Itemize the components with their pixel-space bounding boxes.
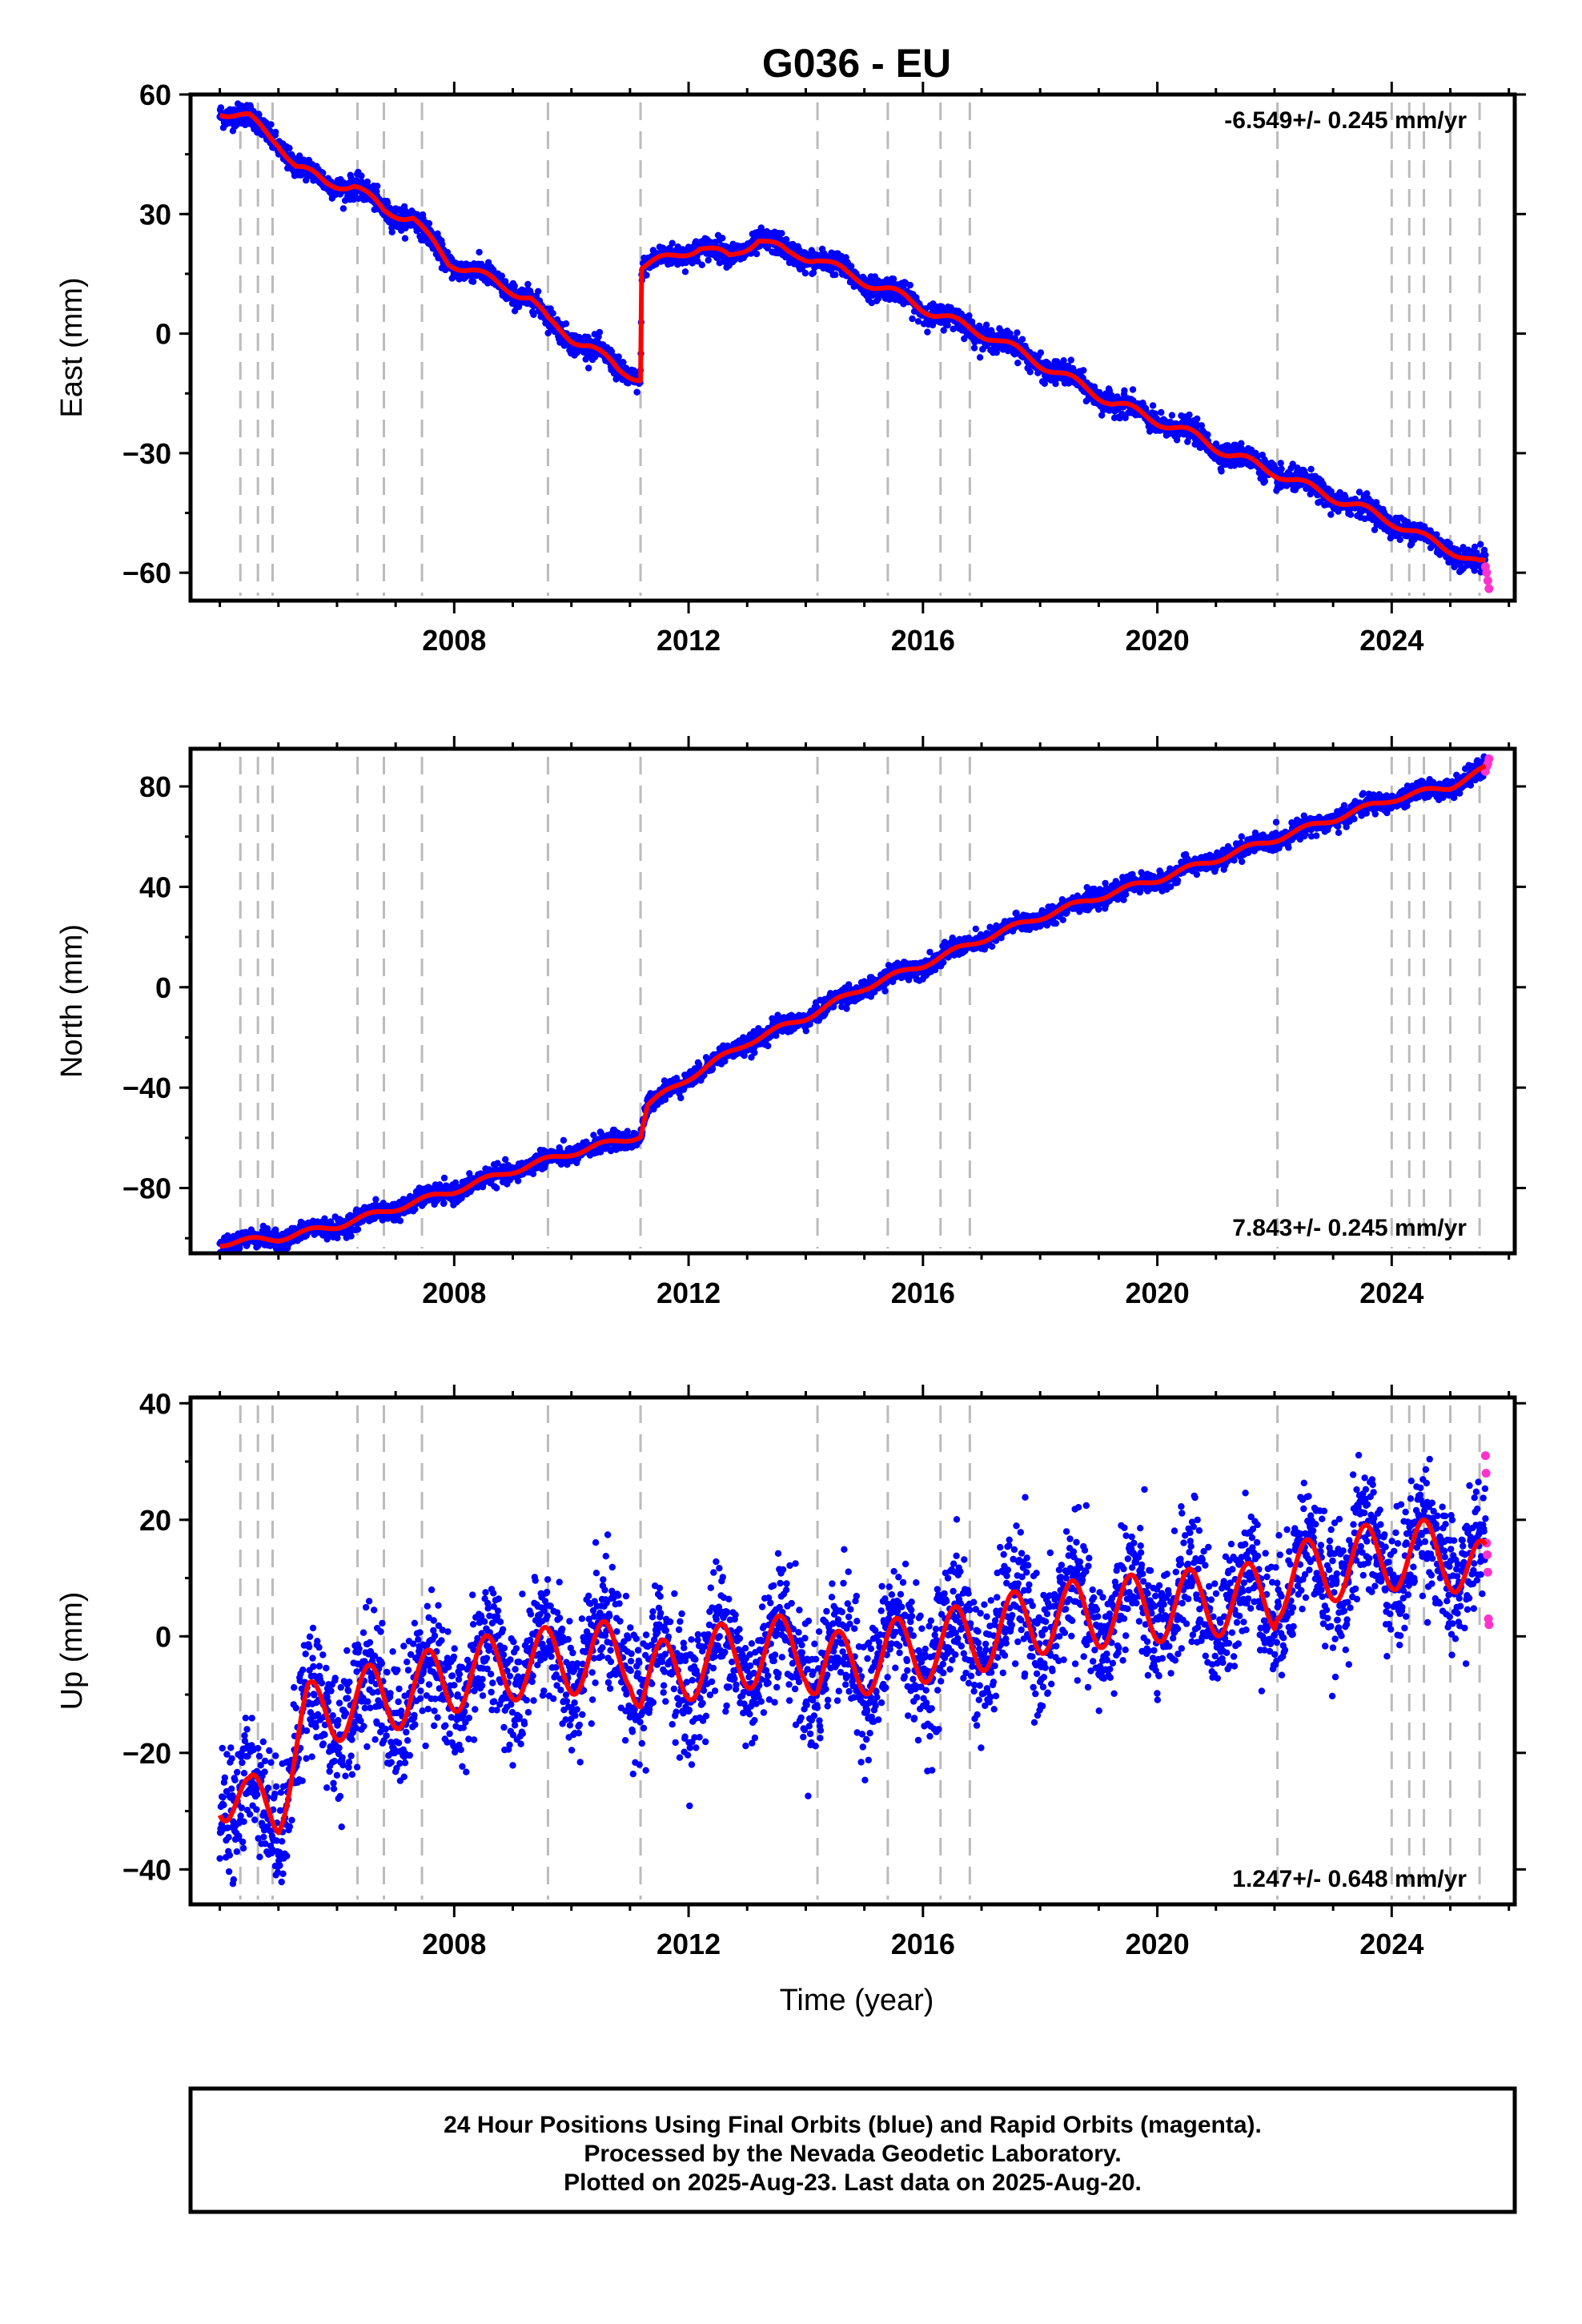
north-model-line [218, 763, 1488, 1248]
east-x-tick-label: 2020 [1126, 624, 1190, 657]
caption-line-2: Processed by the Nevada Geodetic Laborat… [584, 2141, 1121, 2167]
north-y-tick-label: 80 [139, 770, 171, 803]
north-x-tick-label: 2016 [891, 1277, 955, 1309]
east-y-tick-label: 30 [139, 198, 171, 231]
up-y-tick-label: 40 [139, 1387, 171, 1420]
north-y-tick-label: 0 [155, 971, 171, 1004]
up-panel: 2008 2012 2016 2020 2024 −40 −20 0 20 40 Up (mm) 1.… [55, 1385, 1526, 1960]
east-rapid-point [1484, 584, 1494, 593]
up-x-tick-label: 2008 [422, 1928, 486, 1960]
up-rate-label: 1.247+/- 0.648 mm/yr [1232, 1866, 1467, 1892]
up-y-tick-label: −40 [122, 1853, 171, 1886]
east-y-tick-label: 60 [139, 78, 171, 111]
north-y-tick-label: 40 [139, 870, 171, 903]
north-x-tick-label: 2020 [1126, 1277, 1190, 1309]
north-y-axis-label: North (mm) [55, 924, 89, 1078]
north-y-tick-label: −40 [122, 1072, 171, 1104]
north-x-tick-label: 2024 [1359, 1277, 1423, 1309]
up-x-tick-label: 2012 [656, 1928, 721, 1960]
caption-line-3: Plotted on 2025-Aug-23. Last data on 202… [564, 2169, 1142, 2196]
north-x-tick-label: 2008 [422, 1277, 486, 1309]
up-y-axis-label: Up (mm) [55, 1592, 89, 1711]
east-rapid-point [1483, 576, 1492, 585]
north-x-tick-label: 2012 [656, 1277, 721, 1309]
east-x-tick-label: 2016 [891, 624, 955, 657]
up-y-tick-label: 0 [155, 1620, 171, 1653]
up-rapid-point [1480, 1451, 1490, 1461]
east-y-tick-label: 0 [155, 318, 171, 351]
east-y-tick-label: −60 [122, 557, 171, 589]
east-x-tick-label: 2008 [422, 624, 486, 657]
north-frame [188, 746, 1517, 1256]
caption-line-1: 24 Hour Positions Using Final Orbits (bl… [444, 2112, 1262, 2138]
up-rapid-point [1484, 1620, 1494, 1630]
north-panel: 2008 2012 2016 2020 2024 −80 −40 0 40 80 North (mm… [55, 736, 1526, 1309]
east-x-tick-label: 2024 [1359, 624, 1423, 657]
up-rapid-point [1483, 1567, 1492, 1577]
x-axis-label: Time (year) [780, 1984, 934, 2017]
east-y-tick-label: −30 [122, 437, 171, 470]
east-x-tick-label: 2012 [656, 624, 721, 657]
north-rapid-point [1484, 754, 1494, 764]
east-rapid-point [1482, 568, 1492, 577]
up-y-tick-label: 20 [139, 1504, 171, 1537]
up-x-tick-label: 2016 [891, 1928, 955, 1960]
north-plot-area [216, 753, 1494, 1253]
up-rapid-point [1481, 1469, 1491, 1478]
north-rate-label: 7.843+/- 0.245 mm/yr [1232, 1215, 1467, 1241]
east-model-line [218, 111, 1488, 563]
up-x-tick-label: 2020 [1126, 1928, 1190, 1960]
up-rapid-point [1483, 1550, 1492, 1559]
east-plot-area [216, 100, 1494, 593]
north-y-tick-label: −80 [122, 1172, 171, 1205]
caption-box: 24 Hour Positions Using Final Orbits (bl… [188, 2086, 1517, 2214]
up-plot-area [216, 1451, 1494, 1888]
east-frame [188, 92, 1517, 603]
up-x-tick-label: 2024 [1359, 1928, 1423, 1960]
east-y-axis-label: East (mm) [55, 277, 89, 417]
east-rate-label: -6.549+/- 0.245 mm/yr [1224, 107, 1467, 134]
up-model-line [217, 1517, 1488, 1835]
up-frame [188, 1395, 1517, 1907]
east-final-points [216, 100, 1489, 576]
up-y-tick-label: −20 [122, 1737, 171, 1770]
east-panel: 2008 2012 2016 2020 2024 −60 −30 0 30 60 East (mm)… [55, 78, 1526, 657]
caption-frame [188, 2086, 1517, 2214]
up-final-points [216, 1451, 1489, 1888]
page-title: G036 - EU [762, 41, 951, 86]
